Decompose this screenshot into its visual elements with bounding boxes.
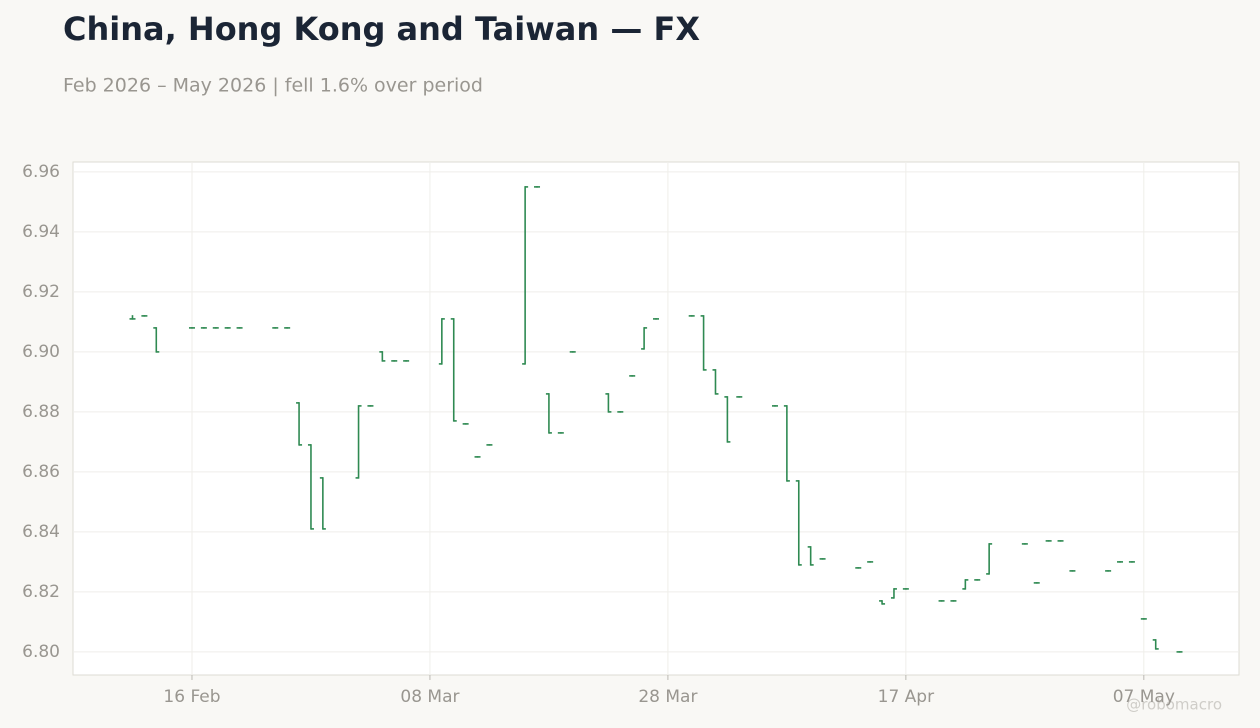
x-tick-label: 08 Mar — [400, 687, 459, 707]
y-tick-label: 6.80 — [22, 642, 60, 662]
y-tick-label: 6.94 — [22, 222, 60, 242]
x-tick-label: 16 Feb — [163, 687, 220, 707]
chart-title: China, Hong Kong and Taiwan — FX — [63, 10, 700, 48]
credit: @robomacro — [1126, 696, 1222, 714]
x-tick-label: 28 Mar — [638, 687, 697, 707]
y-tick-label: 6.90 — [22, 342, 60, 362]
y-tick-label: 6.86 — [22, 462, 60, 482]
plot-area — [72, 161, 1240, 676]
y-tick-label: 6.92 — [22, 282, 60, 302]
y-tick-label: 6.96 — [22, 162, 60, 182]
y-tick-label: 6.88 — [22, 402, 60, 422]
x-tick-label: 17 Apr — [878, 687, 934, 707]
y-tick-label: 6.84 — [22, 522, 60, 542]
chart-subtitle: Feb 2026 – May 2026 | fell 1.6% over per… — [63, 75, 483, 97]
y-tick-label: 6.82 — [22, 582, 60, 602]
x-tick-label: 07 May — [1113, 687, 1175, 707]
